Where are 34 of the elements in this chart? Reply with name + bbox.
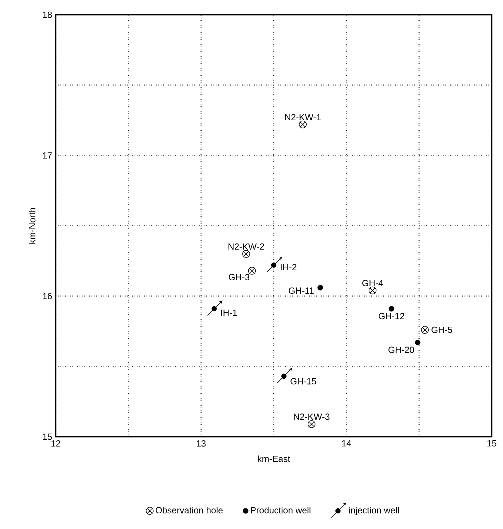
annotation: IH-2: [281, 264, 297, 271]
legend-label: Production well: [251, 507, 311, 514]
y-tick-label: 17: [43, 152, 52, 159]
x-tick-label: 13: [197, 440, 206, 447]
annotation: GH-20: [388, 346, 414, 354]
point: [415, 340, 421, 346]
annotation: GH-12: [378, 313, 404, 320]
y-tick-label: 16: [43, 293, 52, 300]
annotation: N2-KW-3: [294, 414, 330, 420]
legend-label: Observation hole: [156, 507, 223, 514]
x-axis-title: km-East: [258, 456, 290, 462]
annotation: IH-1: [221, 310, 238, 316]
x-tick-label: 14: [342, 440, 352, 447]
annotation: GH-5: [432, 326, 452, 334]
annotation: GH-11: [289, 288, 314, 294]
point: [248, 267, 256, 275]
annotation: GH-3: [229, 274, 250, 281]
annotation: N2-KW-2: [228, 244, 264, 250]
annotation: GH-4: [362, 280, 384, 287]
annotation: N2-KW-1: [285, 114, 321, 121]
x-tick-label: 15: [488, 440, 497, 447]
point: [308, 420, 316, 428]
x-tick-label: 12: [52, 440, 61, 447]
y-tick-label: 15: [43, 434, 52, 440]
y-tick-label: 18: [43, 12, 52, 18]
point: [421, 326, 430, 334]
point: [368, 286, 377, 295]
point: [299, 120, 307, 129]
annotation: GH-15: [290, 378, 316, 385]
point: [388, 306, 395, 312]
y-axis-title: km-North: [29, 208, 36, 244]
point: [318, 285, 324, 291]
legend-label: injection well: [349, 507, 399, 516]
point: [242, 250, 250, 258]
